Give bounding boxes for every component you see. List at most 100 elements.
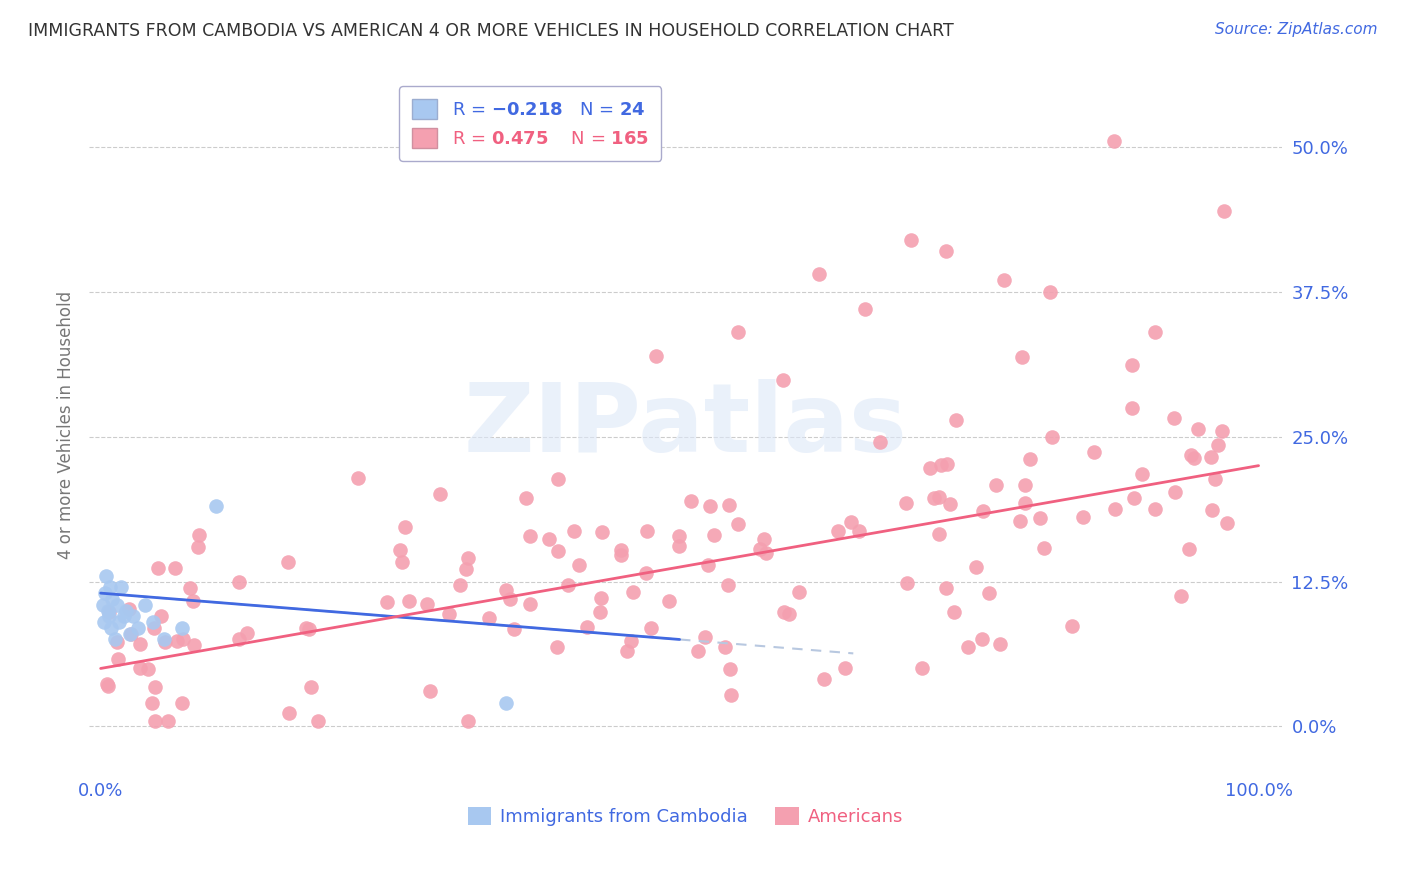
Point bbox=[1011, 350, 1033, 364]
Point bbox=[1211, 424, 1233, 438]
Point bbox=[105, 634, 128, 648]
Text: IMMIGRANTS FROM CAMBODIA VS AMERICAN 4 OR MORE VEHICLES IN HOUSEHOLD CORRELATION: IMMIGRANTS FROM CAMBODIA VS AMERICAN 4 O… bbox=[28, 22, 953, 40]
Text: ZIPatlas: ZIPatlas bbox=[464, 378, 907, 472]
Point bbox=[834, 661, 856, 675]
Point bbox=[827, 524, 849, 538]
Point bbox=[634, 566, 657, 580]
Point bbox=[984, 478, 1007, 492]
Point bbox=[945, 413, 967, 427]
Point bbox=[697, 558, 720, 573]
Point bbox=[727, 326, 749, 340]
Point bbox=[419, 684, 441, 698]
Point bbox=[437, 607, 460, 621]
Point bbox=[938, 497, 960, 511]
Point bbox=[170, 696, 193, 710]
Point bbox=[772, 605, 794, 619]
Point bbox=[188, 528, 211, 542]
Point bbox=[1180, 448, 1202, 462]
Point bbox=[688, 643, 710, 657]
Point bbox=[347, 471, 370, 485]
Point bbox=[105, 598, 128, 612]
Point bbox=[236, 625, 259, 640]
Point bbox=[100, 621, 122, 635]
Point bbox=[869, 434, 891, 449]
Point bbox=[1163, 410, 1185, 425]
Point bbox=[1143, 501, 1166, 516]
Point bbox=[591, 591, 613, 605]
Point bbox=[1212, 203, 1234, 218]
Point bbox=[1028, 511, 1050, 525]
Point bbox=[568, 558, 591, 572]
Point bbox=[96, 677, 118, 691]
Point bbox=[1121, 358, 1143, 372]
Point bbox=[720, 662, 742, 676]
Point bbox=[1039, 285, 1062, 299]
Point bbox=[277, 555, 299, 569]
Point bbox=[772, 373, 794, 387]
Point bbox=[129, 637, 152, 651]
Point bbox=[1083, 445, 1105, 459]
Point bbox=[398, 593, 420, 607]
Point bbox=[134, 598, 156, 612]
Point bbox=[183, 639, 205, 653]
Point bbox=[900, 233, 922, 247]
Point bbox=[94, 586, 117, 600]
Point bbox=[727, 516, 749, 531]
Point bbox=[519, 597, 541, 611]
Point bbox=[170, 621, 193, 635]
Point bbox=[589, 605, 612, 619]
Point bbox=[853, 302, 876, 317]
Point bbox=[717, 578, 740, 592]
Point bbox=[591, 524, 613, 539]
Point bbox=[187, 540, 209, 554]
Point bbox=[928, 527, 950, 541]
Point bbox=[778, 607, 800, 621]
Point bbox=[807, 268, 830, 282]
Point bbox=[97, 679, 120, 693]
Point bbox=[454, 562, 477, 576]
Point bbox=[922, 491, 945, 505]
Point bbox=[620, 634, 643, 648]
Point bbox=[1014, 477, 1036, 491]
Point bbox=[557, 577, 579, 591]
Point bbox=[1123, 491, 1146, 506]
Point bbox=[935, 457, 957, 471]
Point bbox=[616, 644, 638, 658]
Point bbox=[839, 515, 862, 529]
Point bbox=[848, 524, 870, 538]
Point bbox=[896, 576, 918, 591]
Point bbox=[391, 555, 413, 569]
Point bbox=[935, 244, 957, 259]
Point bbox=[228, 575, 250, 590]
Point bbox=[755, 546, 778, 560]
Point bbox=[1130, 467, 1153, 482]
Point bbox=[547, 544, 569, 558]
Point bbox=[166, 633, 188, 648]
Point bbox=[107, 652, 129, 666]
Point bbox=[679, 494, 702, 508]
Point bbox=[122, 609, 145, 624]
Point bbox=[153, 635, 176, 649]
Point bbox=[519, 529, 541, 543]
Point bbox=[457, 714, 479, 728]
Point bbox=[699, 499, 721, 513]
Point bbox=[610, 549, 633, 563]
Point bbox=[449, 578, 471, 592]
Point bbox=[277, 706, 299, 720]
Point bbox=[145, 680, 167, 694]
Point bbox=[299, 681, 322, 695]
Point bbox=[928, 490, 950, 504]
Point bbox=[1170, 589, 1192, 603]
Point bbox=[813, 672, 835, 686]
Point bbox=[1164, 485, 1187, 500]
Point bbox=[129, 661, 152, 675]
Point bbox=[1071, 510, 1094, 524]
Point bbox=[911, 661, 934, 675]
Point bbox=[181, 594, 204, 608]
Point bbox=[640, 620, 662, 634]
Point bbox=[965, 560, 987, 574]
Point bbox=[108, 615, 131, 629]
Point bbox=[138, 662, 160, 676]
Point bbox=[96, 568, 118, 582]
Point bbox=[515, 491, 537, 505]
